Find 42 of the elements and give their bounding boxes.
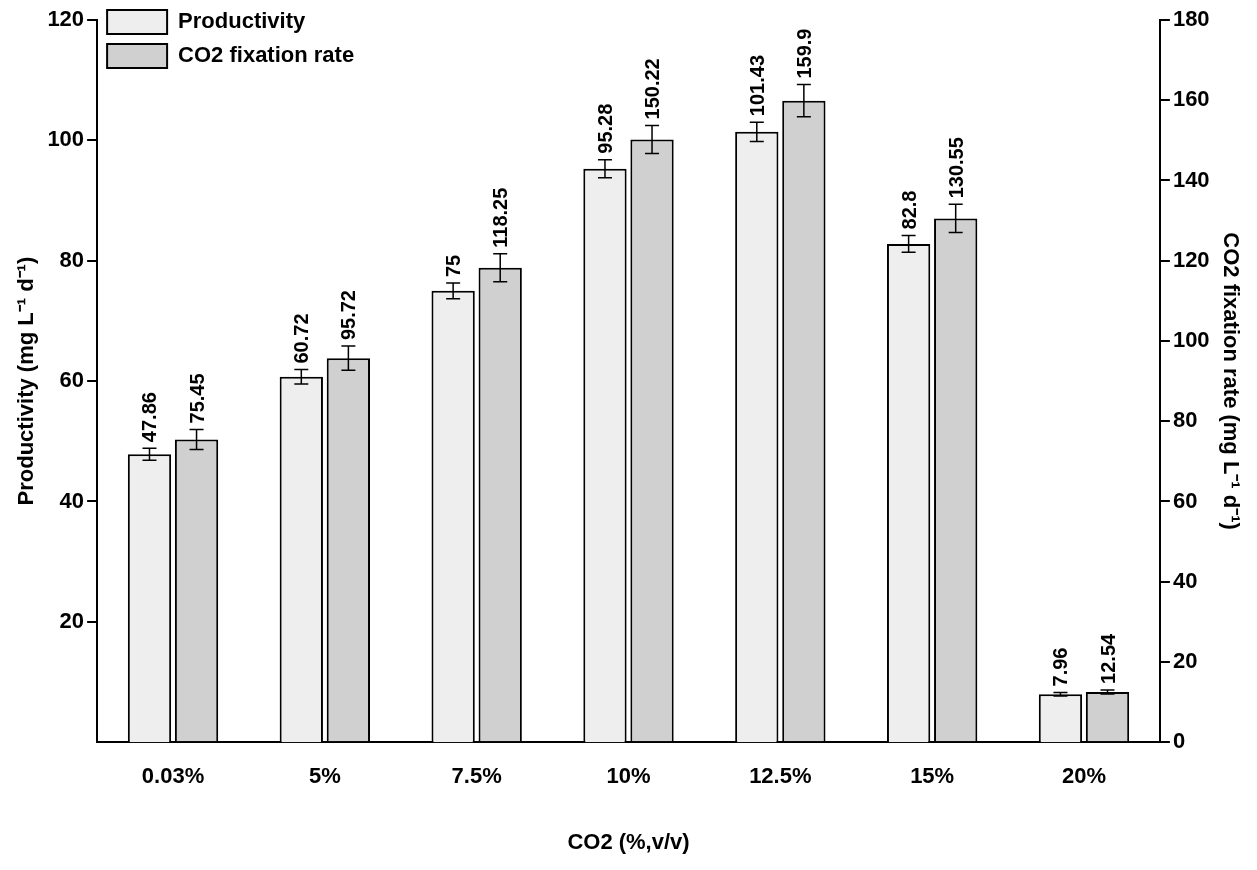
y2-tick-label: 180	[1172, 6, 1210, 32]
x-axis-title: CO2 (%,v/v)	[567, 828, 690, 854]
y-axis-title: Productivity (mg L⁻¹ d⁻¹)	[13, 256, 39, 506]
x-tick-label: 10%	[606, 763, 651, 789]
data-label: 60.72	[290, 313, 313, 364]
data-label: 118.25	[489, 187, 512, 248]
y-tick-label: 100	[47, 126, 85, 152]
x-tick-label: 12.5%	[749, 763, 812, 789]
y2-tick-label: 20	[1172, 648, 1198, 674]
x-tick-label: 5%	[308, 763, 341, 789]
data-label: 75.45	[185, 373, 208, 424]
y2-tick-label: 60	[1172, 487, 1198, 513]
data-label: 150.22	[641, 58, 664, 120]
x-tick-label: 0.03%	[141, 763, 205, 789]
y-tick-label: 60	[59, 367, 85, 393]
x-tick-label: 15%	[910, 763, 955, 789]
y2-tick-label: 120	[1172, 246, 1210, 272]
y2-tick-label: 140	[1172, 166, 1210, 192]
legend-label: Productivity	[178, 8, 306, 34]
y2-tick-label: 40	[1172, 567, 1198, 593]
y-tick-label: 40	[59, 487, 85, 513]
y2-tick-label: 80	[1172, 407, 1198, 433]
y2-axis-title: CO2 fixation rate (mg L⁻¹ d⁻¹)	[1218, 232, 1244, 530]
data-label: 95.28	[593, 103, 616, 154]
data-label: 7.96	[1049, 647, 1072, 687]
data-label: 95.72	[337, 290, 360, 341]
y-tick-label: 120	[47, 6, 85, 32]
x-tick-label: 20%	[1061, 763, 1106, 789]
data-label: 75	[442, 254, 465, 277]
y-tick-label: 80	[59, 246, 85, 272]
data-label: 130.55	[944, 137, 967, 199]
y2-tick-label: 0	[1172, 728, 1186, 754]
data-label: 101.43	[745, 54, 768, 117]
data-label: 47.86	[138, 392, 161, 443]
data-label: 82.8	[897, 190, 920, 230]
y-tick-label: 20	[59, 607, 85, 633]
x-tick-label: 7.5%	[451, 763, 502, 789]
y2-tick-label: 160	[1172, 86, 1210, 112]
data-label: 12.54	[1096, 632, 1119, 684]
legend-label: CO2 fixation rate	[178, 42, 355, 68]
y2-tick-label: 100	[1172, 327, 1210, 353]
data-label: 159.9	[792, 28, 815, 79]
